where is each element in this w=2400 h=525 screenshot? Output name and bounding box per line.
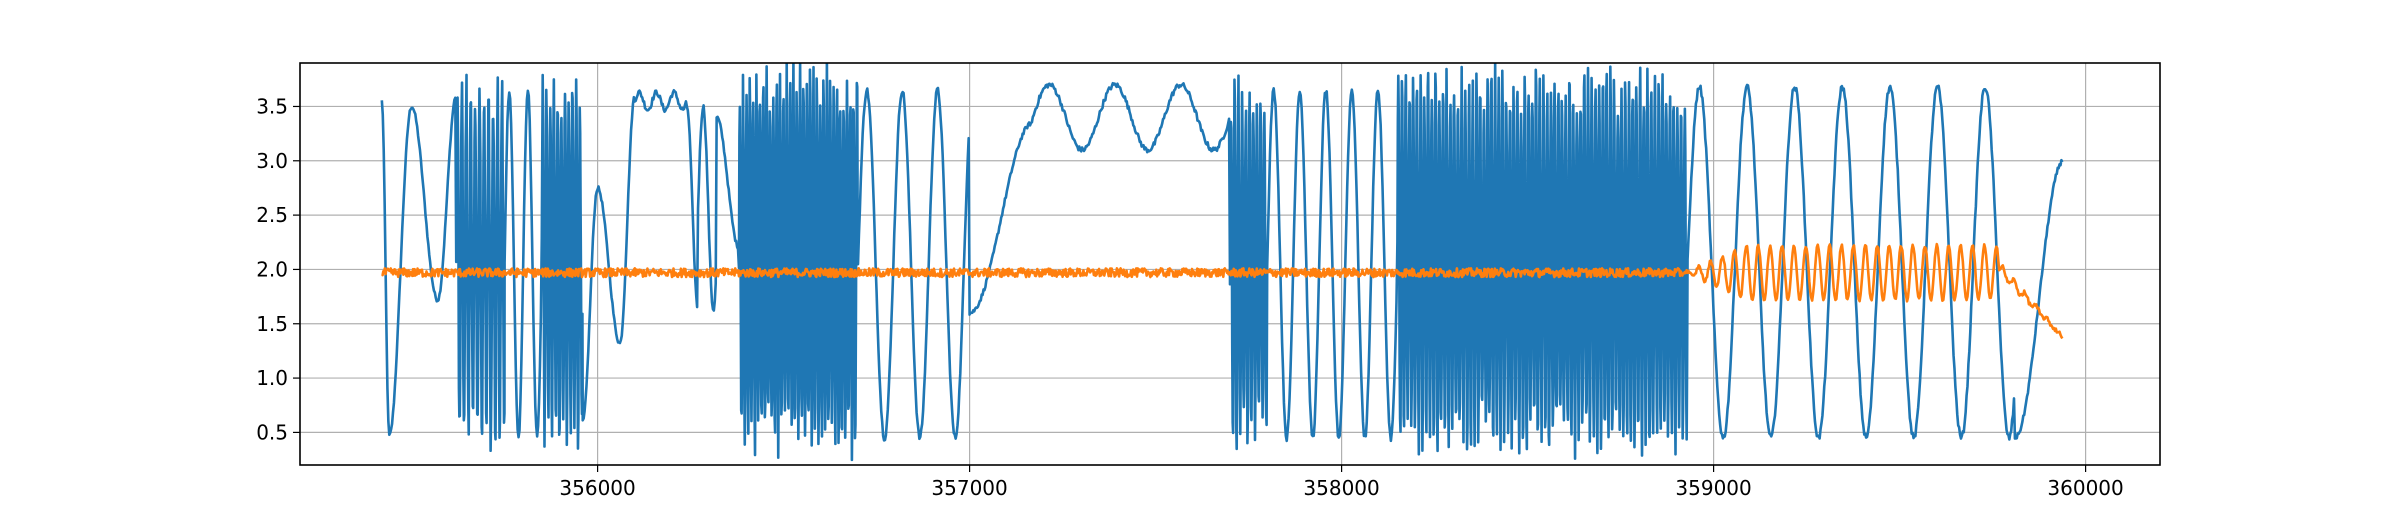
y-tick-label: 0.5 <box>256 420 288 444</box>
y-tick-label: 3.0 <box>256 149 288 173</box>
series-line-1 <box>380 63 2064 462</box>
x-tick-label: 359000 <box>1675 476 1751 500</box>
x-axis: 356000 357000 358000 359000 360000 <box>559 465 2124 500</box>
series-layer <box>380 63 2064 462</box>
x-tick-label: 356000 <box>559 476 635 500</box>
y-tick-label: 2.0 <box>256 257 288 281</box>
x-tick-label: 360000 <box>2047 476 2123 500</box>
y-tick-label: 3.5 <box>256 94 288 118</box>
plot-area: 356000 357000 358000 359000 360000 0.5 1.0 1.5… <box>256 62 2161 500</box>
axes-frame <box>299 62 2161 466</box>
x-tick-label: 357000 <box>931 476 1007 500</box>
y-axis: 0.5 1.0 1.5 2.0 2.5 3.0 3.5 <box>256 94 300 444</box>
y-tick-label: 1.0 <box>256 366 288 390</box>
y-tick-label: 1.5 <box>256 312 288 336</box>
y-tick-label: 2.5 <box>256 203 288 227</box>
series-line-2 <box>381 242 2064 340</box>
x-tick-label: 358000 <box>1303 476 1379 500</box>
